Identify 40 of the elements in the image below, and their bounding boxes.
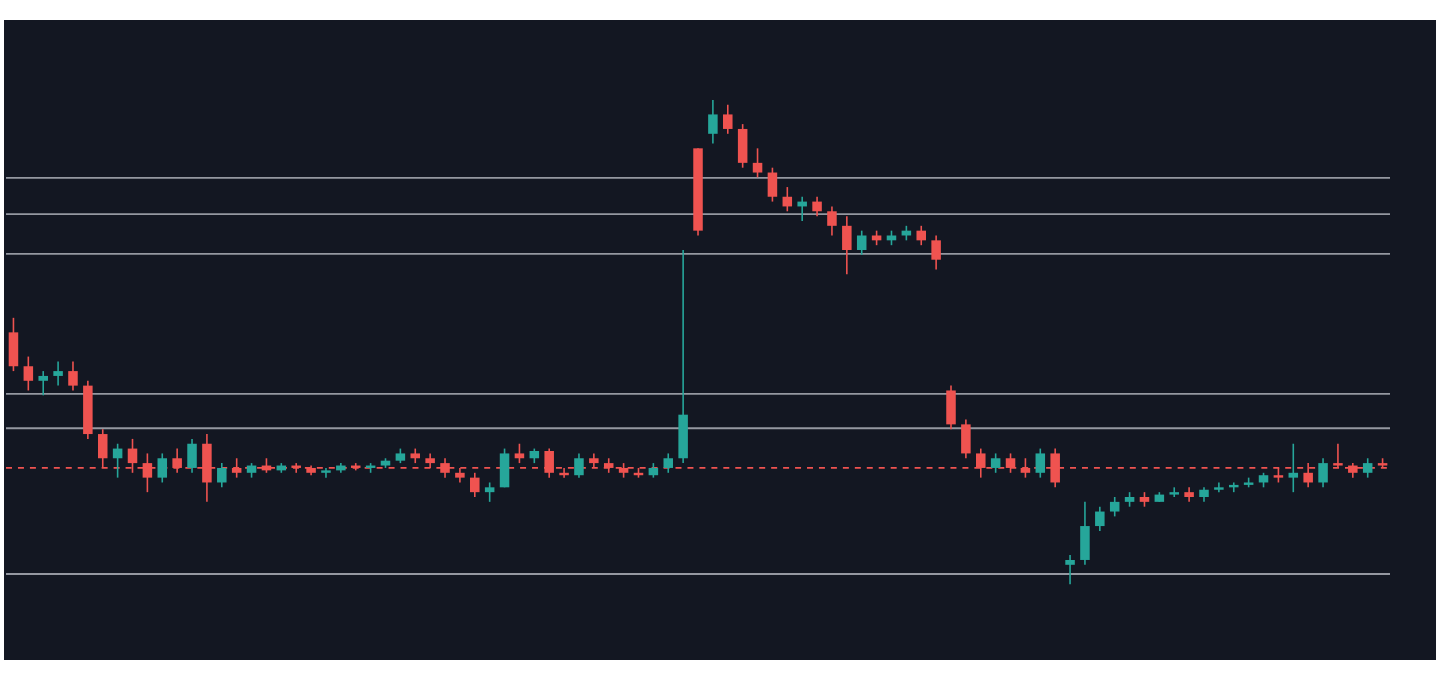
candlestick: [812, 195, 822, 217]
candlestick: [514, 442, 525, 464]
candlestick: [946, 384, 956, 431]
candlestick: [23, 355, 34, 392]
candlestick: [827, 205, 837, 237]
candlestick: [961, 418, 971, 460]
candlestick: [1080, 501, 1090, 566]
candlestick: [1288, 442, 1299, 493]
candlestick: [574, 452, 584, 479]
candlestick: [916, 225, 926, 246]
candlestick: [321, 467, 331, 479]
candlestick: [1169, 486, 1179, 498]
candlestick: [663, 452, 674, 474]
candlestick: [678, 249, 688, 464]
candlestick: [1318, 457, 1328, 489]
candlestick: [767, 166, 778, 203]
candlestick: [752, 147, 763, 179]
candlestick: [1362, 457, 1373, 479]
candlestick: [1095, 505, 1105, 532]
candlestick: [1035, 447, 1046, 479]
candlestick: [708, 99, 718, 145]
candlestick: [931, 234, 941, 271]
candlestick: [187, 438, 197, 474]
candlestick: [842, 215, 852, 276]
candlestick: [217, 462, 227, 489]
candlestick: [38, 370, 48, 397]
candlestick: [68, 360, 78, 392]
candlestick: [499, 447, 510, 489]
candlestick: [53, 360, 63, 387]
candlestick: [1109, 496, 1120, 518]
candlestick: [157, 452, 168, 484]
candlestick: [1214, 481, 1224, 493]
candlestick: [470, 472, 480, 498]
candlestick: [723, 103, 733, 135]
candlestick: [8, 317, 19, 372]
candlestick: [856, 229, 867, 256]
candlestick: [990, 452, 1001, 474]
candlestick: [1065, 554, 1075, 585]
candlestick: [737, 123, 748, 169]
candlestick: [484, 481, 495, 503]
